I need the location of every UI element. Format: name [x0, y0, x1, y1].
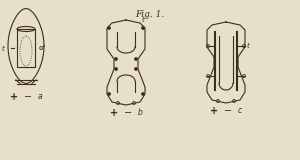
Text: t: t [247, 43, 250, 49]
Circle shape [142, 27, 145, 29]
Circle shape [115, 68, 118, 71]
Circle shape [134, 57, 137, 60]
Text: −: − [224, 106, 232, 116]
Circle shape [107, 92, 110, 96]
Text: −: − [24, 92, 32, 102]
Text: a: a [38, 92, 42, 101]
Text: t: t [142, 17, 145, 23]
Text: b: b [138, 108, 142, 117]
Text: c: c [238, 106, 242, 115]
Bar [17, 29, 35, 67]
Text: +: + [10, 92, 18, 102]
Circle shape [107, 27, 110, 29]
Text: Fig. 1.: Fig. 1. [135, 10, 165, 19]
Circle shape [115, 57, 118, 60]
Text: t: t [1, 46, 4, 52]
Circle shape [134, 68, 137, 71]
Circle shape [142, 92, 145, 96]
Text: +: + [110, 108, 118, 118]
Text: +: + [210, 106, 218, 116]
Text: −: − [124, 108, 132, 118]
